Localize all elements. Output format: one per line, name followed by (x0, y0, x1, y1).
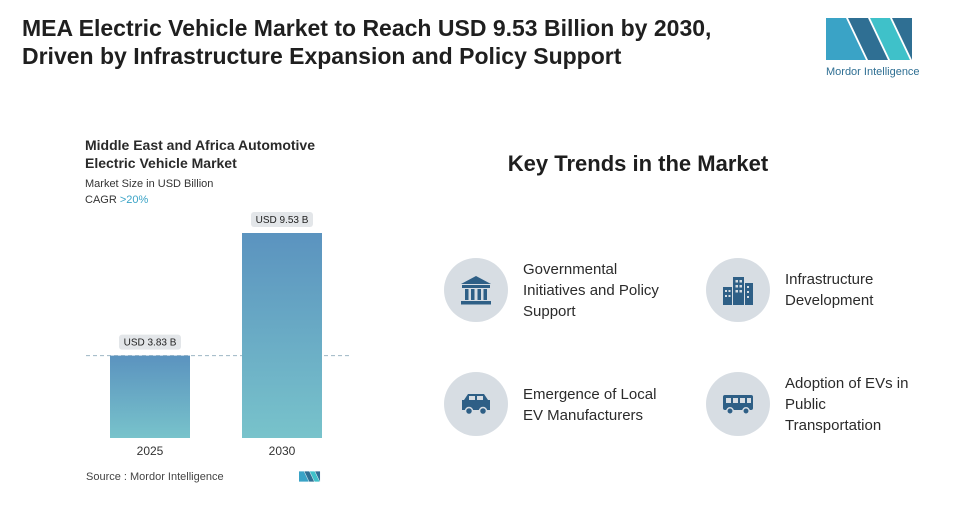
trend-label-line: Public (785, 396, 826, 413)
page-title-line-2: Driven by Infrastructure Expansion and P… (22, 43, 622, 69)
trend-icon-circle (444, 372, 508, 436)
x-tick-label-2030: 2030 (269, 444, 296, 458)
cagr-line: CAGR >20% (85, 192, 345, 208)
source-note: Source : Mordor Intelligence (86, 471, 224, 483)
trend-label: Adoption of EVs in Public Transportation (785, 373, 908, 436)
trend-icon-circle (706, 258, 770, 322)
trend-label-line: Development (785, 292, 874, 309)
trend-icon-circle (706, 372, 770, 436)
chart-title-line-1: Middle East and Africa Automotive (85, 137, 315, 153)
trend-icon-circle (444, 258, 508, 322)
brand-name: Mordor Intelligence (826, 66, 920, 78)
trend-label-line: Governmental (523, 261, 618, 278)
data-label-bg-2025 (119, 334, 181, 350)
trend-label: Emergence of Local EV Manufacturers (523, 384, 656, 426)
city-buildings-icon (723, 277, 753, 305)
chart-title-line-2: Electric Vehicle Market (85, 155, 237, 171)
trend-label-line: Adoption of EVs in (785, 375, 909, 392)
chart-header: Middle East and Africa Automotive Electr… (85, 136, 345, 208)
page-title: MEA Electric Vehicle Market to Reach USD… (22, 14, 792, 70)
trend-label-line: Transportation (785, 417, 882, 434)
data-label-2025: USD 3.83 B (124, 338, 177, 349)
trend-label: Governmental Initiatives and Policy Supp… (523, 259, 659, 322)
bus-icon (723, 395, 753, 415)
brand-logo: Mordor Intelligence (826, 14, 936, 84)
trend-label-line: Infrastructure (785, 271, 874, 288)
data-label-bg-2030 (251, 212, 313, 227)
trend-label-line: Emergence of Local (523, 386, 657, 403)
mordor-logo-icon (826, 18, 912, 60)
bar-2030 (242, 233, 322, 438)
car-icon (462, 394, 490, 416)
trend-label-line: EV Manufacturers (523, 407, 644, 424)
chart-subtitle: Market Size in USD Billion (85, 178, 214, 190)
page-title-line-1: MEA Electric Vehicle Market to Reach USD… (22, 15, 712, 41)
trend-label-line: Support (523, 303, 576, 320)
x-tick-label-2025: 2025 (137, 444, 164, 458)
data-label-2030: USD 9.53 B (256, 215, 309, 226)
cagr-label: CAGR (85, 194, 120, 206)
trend-label-line: Initiatives and Policy (523, 282, 659, 299)
bar-2025 (110, 355, 190, 438)
government-building-icon (461, 276, 491, 305)
key-trends-title: Key Trends in the Market (507, 151, 769, 176)
trend-label: Infrastructure Development (785, 269, 873, 311)
mordor-small-logo-icon (299, 471, 321, 482)
cagr-value: >20% (119, 194, 149, 206)
chart-title: Middle East and Africa Automotive Electr… (85, 136, 345, 172)
